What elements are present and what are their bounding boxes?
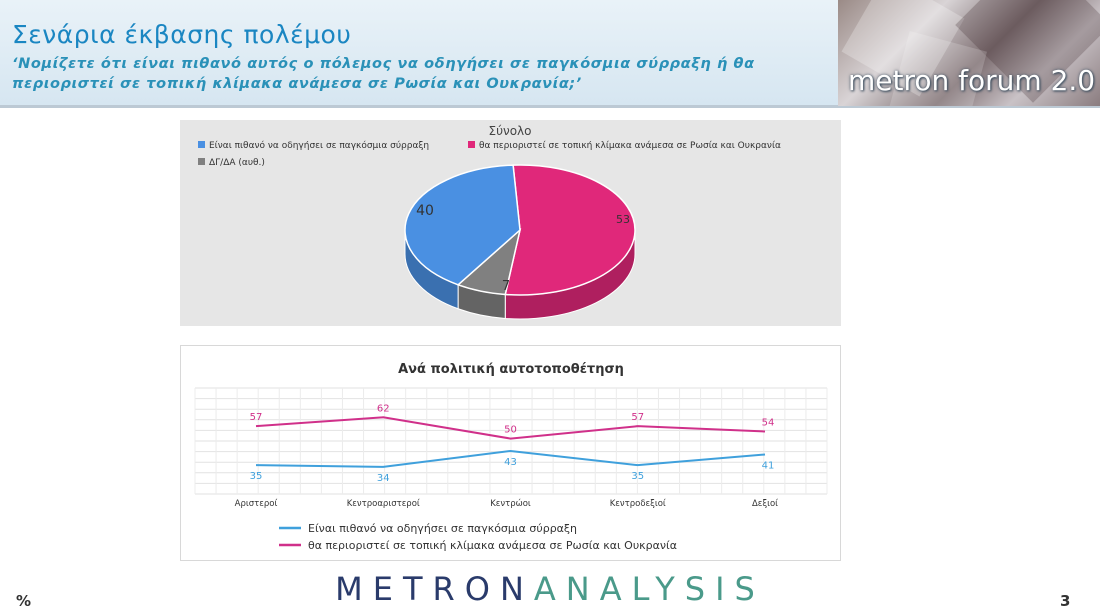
line-title: Ανά πολιτική αυτοτοποθέτηση (398, 362, 624, 377)
line-data-label-2-3: 50 (504, 425, 517, 436)
line-data-label-1-1: 35 (250, 471, 263, 482)
line-chart: Ανά πολιτική αυτοτοποθέτηση Αριστεροί Κεντ… (194, 362, 828, 552)
pie-chart: Σύνολο Είναι πιθανό να οδηγήσει σε παγκόσ… (198, 124, 781, 320)
metron-analysis-logo: METRONANALYSIS (0, 570, 1100, 608)
header-banner: Σενάρια έκβασης πολέμου ‘Νομίζετε ότι εί… (0, 0, 1100, 108)
line-x-tick-3: Κεντρώοι (490, 498, 531, 509)
metron-forum-logo: metron forum 2.0 (838, 0, 1100, 106)
survey-question: ‘Νομίζετε ότι είναι πιθανό αυτός ο πόλεμ… (12, 56, 755, 92)
line-data-label-2-5: 54 (762, 417, 775, 428)
pie-legend-swatch-2 (468, 141, 475, 148)
line-series-1 (255, 449, 766, 468)
unit-label: % (16, 592, 32, 610)
line-series-2 (255, 416, 766, 440)
line-chart-panel: Ανά πολιτική αυτοτοποθέτηση Αριστεροί Κεντ… (180, 345, 841, 561)
page-number: 3 (1060, 592, 1071, 610)
pie-legend-swatch-1 (198, 141, 205, 148)
metron-forum-logo-text: metron forum 2.0 (848, 64, 1096, 97)
line-legend-label-2: θα περιοριστεί σε τοπική κλίμακα ανάμεσα… (308, 539, 677, 552)
brand-left: METRON (335, 570, 534, 608)
pie-legend-label-2: θα περιοριστεί σε τοπική κλίμακα ανάμεσα… (479, 141, 781, 151)
line-data-label-2-1: 57 (250, 412, 263, 423)
line-data-label-1-4: 35 (631, 471, 644, 482)
pie-slice-2 (504, 164, 636, 296)
pie-legend-label-3: ΔΓ/ΔΑ (αυθ.) (209, 158, 265, 168)
line-x-tick-1: Αριστεροί (235, 499, 278, 509)
pie-chart-panel: Σύνολο Είναι πιθανό να οδηγήσει σε παγκόσ… (180, 120, 841, 326)
line-data-label-1-5: 41 (762, 461, 775, 472)
pie-data-label-3: 7 (502, 279, 510, 294)
pie-data-label-2: 53 (616, 213, 630, 226)
pie-title: Σύνολο (488, 124, 531, 138)
pie-data-label-1: 40 (416, 203, 434, 219)
line-legend-label-1: Είναι πιθανό να οδηγήσει σε παγκόσμια σύ… (308, 522, 577, 535)
brand-right: ANALYSIS (533, 570, 765, 608)
line-data-label-2-2: 62 (377, 403, 390, 414)
line-x-tick-4: Κεντροδεξιοί (610, 499, 666, 509)
line-data-label-2-4: 57 (631, 412, 644, 423)
pie-legend-swatch-3 (198, 158, 205, 165)
line-data-label-1-3: 43 (504, 457, 517, 468)
pie-legend-label-1: Είναι πιθανό να οδηγήσει σε παγκόσμια σύ… (209, 140, 429, 151)
line-x-tick-5: Δεξιοί (752, 499, 778, 509)
line-x-tick-2: Κεντροαριστεροί (347, 499, 420, 509)
pie-slice-1 (404, 164, 521, 286)
line-data-label-1-2: 34 (377, 473, 390, 484)
page-title: Σενάρια έκβασης πολέμου (12, 20, 352, 49)
